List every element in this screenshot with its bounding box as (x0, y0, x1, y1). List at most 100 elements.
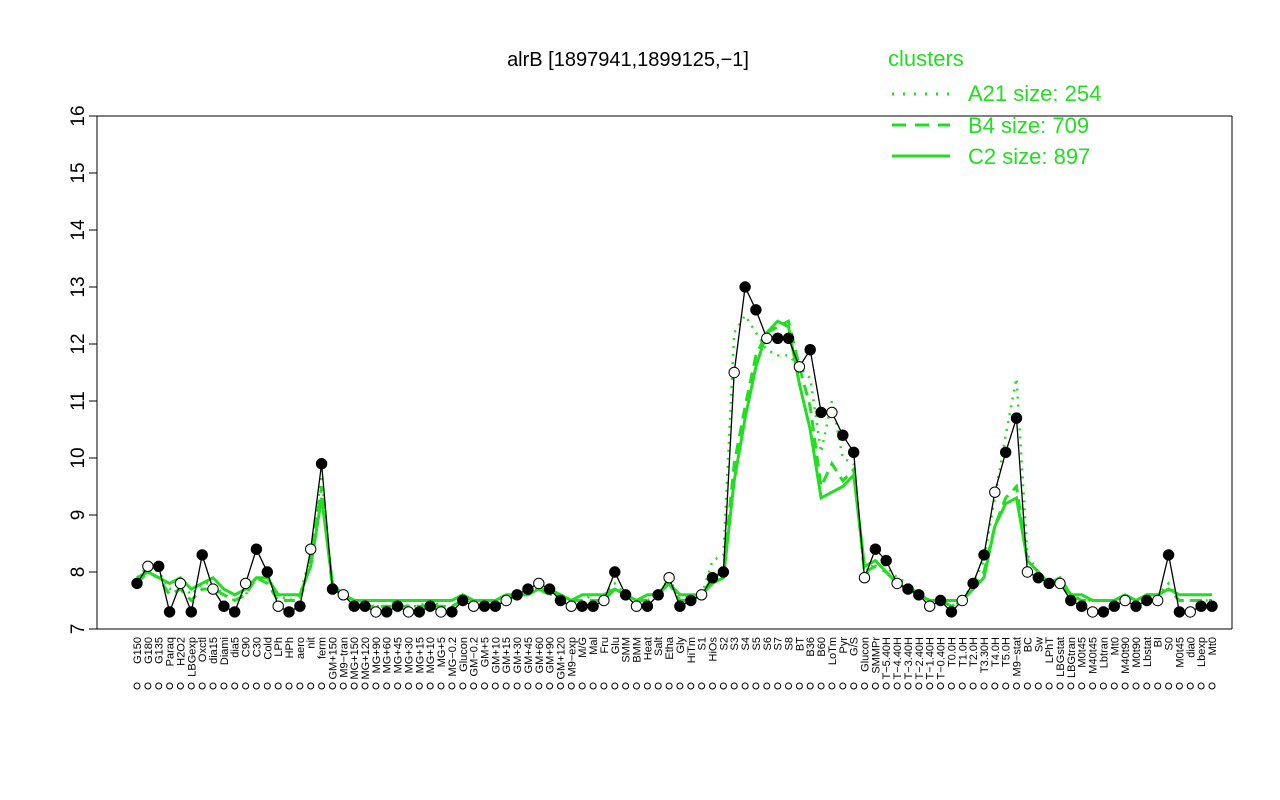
rug-mark (828, 682, 836, 690)
data-point (934, 594, 947, 607)
x-tick-label: Cold (262, 637, 274, 660)
x-tick-label: nit (306, 637, 318, 649)
x-tick-label: MG+120 (360, 637, 372, 680)
rug-mark (394, 682, 402, 690)
data-point (489, 600, 501, 612)
legend-label-b4: B4 size: 709 (968, 113, 1089, 138)
data-point (891, 577, 903, 590)
data-point (381, 606, 393, 618)
legend-title: clusters (888, 46, 964, 71)
rug-mark (839, 682, 847, 690)
data-point (1065, 594, 1077, 607)
data-point (880, 554, 892, 567)
data-point (250, 543, 263, 555)
rug-mark (1023, 682, 1031, 690)
rug-mark (969, 682, 977, 690)
rug-mark (1154, 682, 1162, 690)
data-point (598, 594, 610, 607)
x-tick-label: M/G (577, 637, 589, 658)
rug-mark (285, 682, 293, 690)
data-point (511, 589, 523, 601)
rug-mark (752, 682, 760, 690)
rug-mark (220, 682, 228, 690)
x-tick-label: GM+30 (512, 637, 524, 673)
x-tick-label: S0 (1164, 637, 1176, 650)
x-tick-label: HiTm (686, 637, 698, 663)
data-point (446, 606, 458, 618)
data-point (218, 600, 230, 612)
rug-mark (144, 682, 152, 690)
rug-mark (871, 682, 879, 690)
x-tick-label: M0t45 (1174, 637, 1186, 668)
data-point (869, 543, 882, 555)
rug-mark (665, 682, 673, 690)
x-tick-label: BC (1022, 637, 1034, 652)
data-point (1054, 577, 1066, 590)
y-tick-label: 10 (68, 447, 89, 468)
x-tick-label: Paraq (165, 637, 177, 666)
x-axis-rug (133, 682, 1216, 690)
data-point (207, 583, 219, 595)
data-point (294, 600, 306, 612)
rug-mark (1034, 682, 1042, 690)
x-tick-label: Sw (1033, 637, 1045, 652)
data-point (967, 577, 979, 590)
legend: clusters A21 size: 254 B4 size: 709 C2 s… (888, 46, 1101, 169)
data-point (1130, 600, 1142, 612)
rug-mark (991, 682, 999, 690)
data-point (326, 583, 339, 595)
data-point (533, 577, 545, 590)
rug-mark (1110, 682, 1118, 690)
y-tick-label: 8 (68, 567, 89, 578)
x-tick-label: T0.0H (946, 637, 958, 667)
x-tick-label: SMM (621, 637, 633, 663)
x-tick-label: MG−0.2 (447, 637, 459, 676)
x-tick-label: S1 (697, 637, 709, 650)
data-point (848, 446, 860, 458)
data-point (782, 332, 795, 344)
x-tick-label: T−2.40H (914, 637, 926, 680)
rug-mark (1121, 682, 1129, 690)
x-tick-label: S7 (773, 637, 785, 650)
x-tick-label: G/S (849, 637, 861, 656)
rug-mark (622, 682, 630, 690)
rug-mark (654, 682, 662, 690)
data-point (804, 344, 816, 356)
x-tick-label: B36 (805, 637, 817, 657)
y-tick-label: 11 (68, 391, 89, 411)
x-tick-label: T−1.40H (925, 637, 937, 680)
rug-mark (1045, 682, 1053, 690)
rug-mark (133, 682, 141, 690)
rug-mark (741, 682, 749, 690)
x-tick-label: S6 (762, 637, 774, 650)
rug-mark (980, 682, 988, 690)
x-tick-label: HPh (284, 637, 296, 658)
rug-mark (263, 682, 271, 690)
data-point (1043, 577, 1055, 590)
x-tick-label: Salt (653, 637, 665, 656)
data-point (1076, 600, 1088, 612)
x-tick-label: dia0 (1185, 637, 1197, 658)
x-tick-label: GM+45 (523, 637, 535, 673)
x-tick-label: Gly (675, 637, 687, 654)
x-tick-label: M0t45 (1077, 637, 1089, 668)
x-tick-label: Etha (664, 636, 676, 660)
rug-mark (372, 682, 380, 690)
data-point (370, 606, 382, 618)
y-tick-label: 7 (68, 624, 89, 635)
data-point (413, 606, 425, 618)
rug-mark (513, 682, 521, 690)
x-tick-label: H2O2 (175, 637, 187, 666)
data-point (739, 281, 751, 293)
data-point (500, 594, 512, 607)
rug-mark (405, 682, 412, 690)
data-point (587, 600, 599, 612)
rug-mark (166, 682, 174, 690)
rug-mark (231, 682, 239, 690)
data-point (1000, 446, 1012, 458)
rug-mark (350, 682, 358, 690)
x-tick-label: aero (295, 637, 307, 659)
data-point (761, 332, 773, 344)
data-point (283, 606, 295, 618)
data-point (1195, 600, 1207, 612)
